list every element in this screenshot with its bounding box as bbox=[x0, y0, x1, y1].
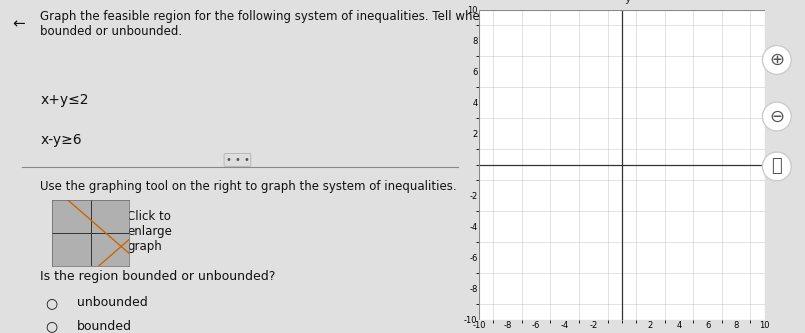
Text: ⊕: ⊕ bbox=[770, 51, 784, 69]
Text: ⊖: ⊖ bbox=[770, 108, 784, 126]
Text: ⎘: ⎘ bbox=[771, 158, 782, 175]
Text: x+y≤2: x+y≤2 bbox=[40, 93, 89, 107]
Text: x: x bbox=[772, 152, 778, 162]
Text: • • •: • • • bbox=[225, 155, 250, 165]
Text: Click to
enlarge
graph: Click to enlarge graph bbox=[127, 210, 172, 253]
Text: bounded: bounded bbox=[76, 320, 132, 333]
Text: ○: ○ bbox=[45, 320, 57, 333]
Text: y: y bbox=[625, 0, 631, 4]
Text: Use the graphing tool on the right to graph the system of inequalities.: Use the graphing tool on the right to gr… bbox=[40, 180, 456, 193]
Text: Graph the feasible region for the following system of inequalities. Tell whether: Graph the feasible region for the follow… bbox=[40, 10, 582, 38]
Text: unbounded: unbounded bbox=[76, 296, 147, 309]
Text: x-y≥6: x-y≥6 bbox=[40, 133, 82, 147]
Text: ○: ○ bbox=[45, 296, 57, 310]
Text: Is the region bounded or unbounded?: Is the region bounded or unbounded? bbox=[40, 270, 275, 283]
Text: ←: ← bbox=[13, 17, 26, 32]
